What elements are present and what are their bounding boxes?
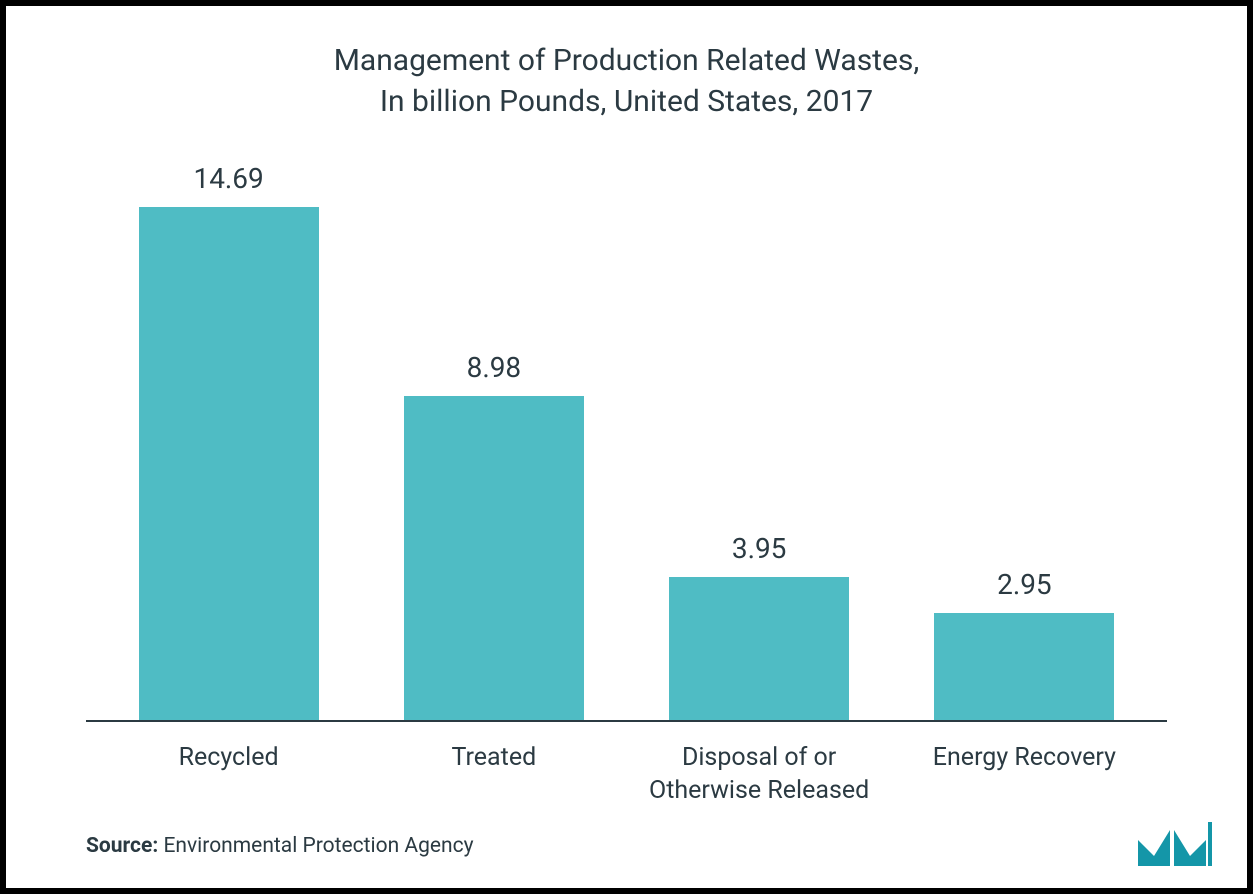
bar-value-label: 8.98 — [467, 351, 522, 384]
chart-inner-area: Management of Production Related Wastes,… — [6, 6, 1247, 888]
x-axis-label: Disposal of or Otherwise Released — [627, 742, 892, 807]
plot-area: 14.69 8.98 3.95 2.95 — [86, 162, 1167, 722]
x-axis-label: Recycled — [96, 742, 361, 807]
bar-value-label: 3.95 — [732, 532, 787, 565]
source-label: Source: — [86, 834, 163, 858]
bar — [669, 577, 849, 720]
chart-title-line2: In billion Pounds, United States, 2017 — [380, 84, 873, 119]
brand-logo-icon — [1138, 822, 1212, 866]
source-citation: Source: Environmental Protection Agency — [86, 834, 474, 858]
bar-group: 14.69 — [96, 162, 361, 720]
x-axis-label: Energy Recovery — [892, 742, 1157, 807]
chart-title: Management of Production Related Wastes,… — [66, 41, 1187, 122]
chart-outer-frame: Management of Production Related Wastes,… — [0, 0, 1253, 894]
bar-group: 8.98 — [361, 162, 626, 720]
bar — [934, 613, 1114, 720]
bar — [404, 396, 584, 720]
x-axis-labels: RecycledTreatedDisposal of or Otherwise … — [86, 742, 1167, 807]
x-axis-label: Treated — [361, 742, 626, 807]
bar-value-label: 2.95 — [997, 568, 1052, 601]
bar — [139, 207, 319, 720]
bar-group: 2.95 — [892, 162, 1157, 720]
bar-group: 3.95 — [627, 162, 892, 720]
bar-value-label: 14.69 — [193, 162, 263, 195]
chart-title-line1: Management of Production Related Wastes, — [334, 43, 920, 78]
source-text: Environmental Protection Agency — [163, 834, 473, 858]
bars-wrapper: 14.69 8.98 3.95 2.95 — [86, 162, 1167, 720]
